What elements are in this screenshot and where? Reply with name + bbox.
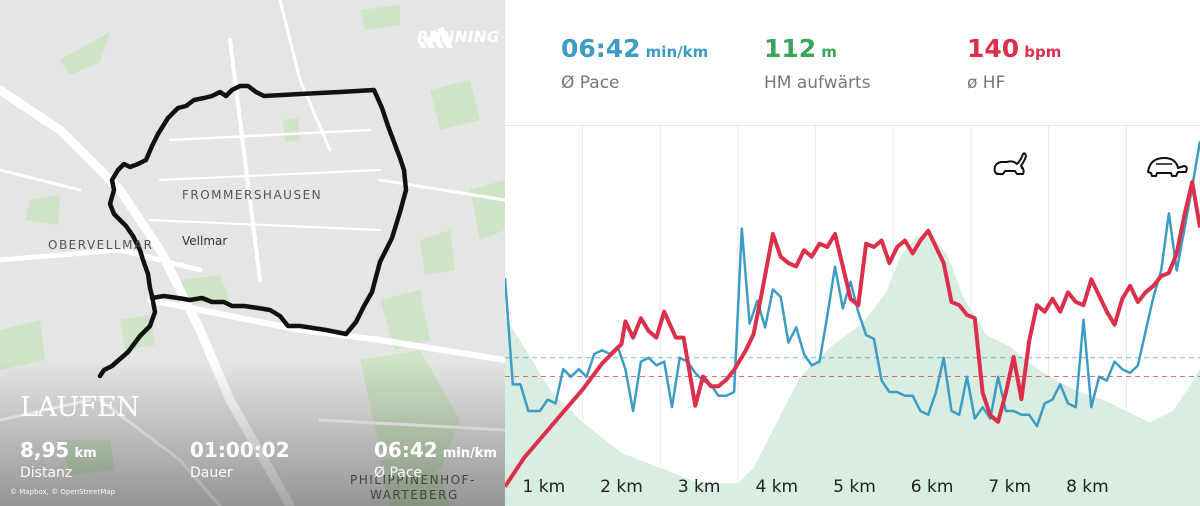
summary-pace-value: 06:42 [561,34,641,63]
route-map[interactable]: FROMMERSHAUSEN OBERVELLMAR Vellmar PHILI… [0,0,505,506]
x-tick-label: 6 km [911,477,954,497]
stat-duration: 01:00:02 Dauer [190,438,290,481]
map-label-warteberg: WARTEBERG [370,488,459,502]
stat-distance: 8,95 km Distanz [20,438,97,481]
stat-duration-value: 01:00:02 [190,438,290,462]
x-axis-ticks: 1 km 2 km 3 km 4 km 5 km 6 km 7 km 8 km [523,477,1109,497]
map-attribution[interactable]: © Mapbox, © OpenStreetMap [10,488,116,496]
route-track [97,83,409,379]
workout-chart[interactable]: 1 km 2 km 3 km 4 km 5 km 6 km 7 km 8 km [505,126,1200,506]
summary-heart-rate-value: 140 [967,34,1020,63]
summary-pace-unit: min/km [645,43,709,61]
stat-duration-label: Dauer [190,465,233,481]
x-tick-label: 4 km [755,477,798,497]
stat-pace-unit: min/km [442,446,497,461]
x-tick-label: 5 km [833,477,876,497]
map-label-obervellmar: OBERVELLMAR [48,238,154,252]
activity-type: LAUFEN [20,392,140,423]
x-tick-label: 7 km [988,477,1031,497]
stat-distance-label: Distanz [20,465,73,481]
summary-pace: 06:42 min/km Ø Pace [561,34,708,93]
summary-heart-rate-unit: bpm [1024,43,1062,61]
summary-pace-label: Ø Pace [561,73,620,93]
stat-distance-unit: km [74,446,97,461]
x-tick-label: 3 km [678,477,721,497]
brand-logo: RUNNING [417,26,499,48]
summary-elevation-unit: m [821,43,837,61]
x-tick-label: 2 km [600,477,643,497]
heart-rate-series-line [505,180,1200,488]
summary-heart-rate-label: ø HF [967,73,1006,93]
map-label-frommershausen: FROMMERSHAUSEN [182,188,323,202]
stat-pace-label: Ø Pace [374,465,423,481]
x-tick-label: 1 km [523,477,566,497]
stat-distance-value: 8,95 [20,438,70,462]
summary-elevation-value: 112 [764,34,817,63]
summary-elevation-label: HM aufwärts [764,73,871,93]
pace-series-line [505,140,1200,428]
elevation-area [505,236,1200,506]
x-tick-label: 8 km [1066,477,1109,497]
map-label-philippinenhof: PHILIPPINENHOF- [350,473,476,487]
stat-pace-value: 06:42 [374,438,438,462]
stat-pace: 06:42 min/km Ø Pace [374,438,497,481]
summary-elevation: 112 m HM aufwärts [764,34,871,93]
stats-panel: 06:42 min/km Ø Pace 112 m HM aufwärts 14… [505,0,1200,506]
rabbit-icon [993,152,1027,175]
map-label-vellmar: Vellmar [182,234,228,248]
map-canvas [0,0,505,506]
turtle-icon [1147,157,1188,177]
summary-divider [505,125,1200,126]
adidas-stripes-icon [418,26,453,48]
summary-heart-rate: 140 bpm ø HF [967,34,1061,93]
